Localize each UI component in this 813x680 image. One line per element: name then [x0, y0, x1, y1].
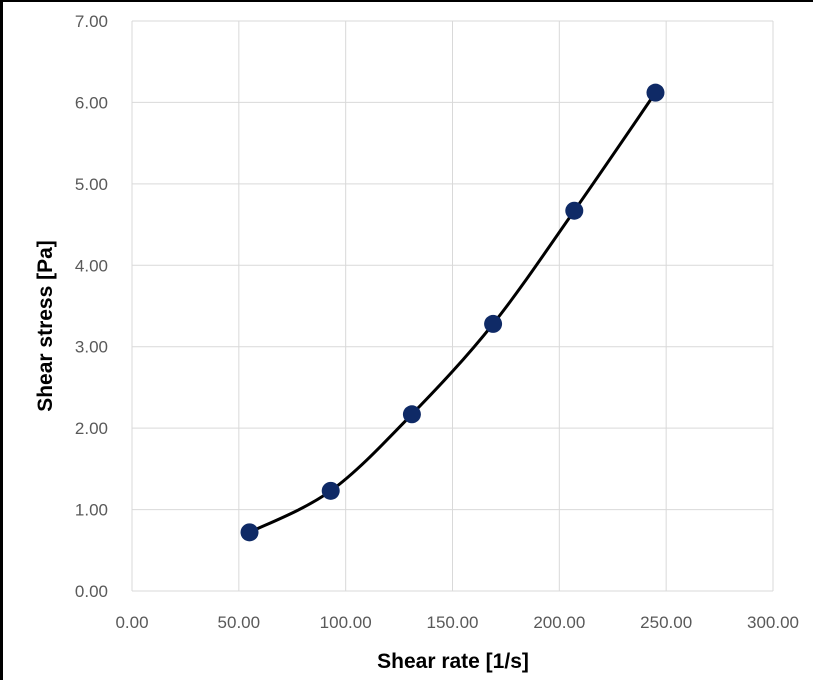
y-tick-label: 1.00 — [75, 501, 108, 520]
x-tick-label: 250.00 — [640, 613, 692, 632]
data-point — [321, 481, 340, 500]
y-tick-label: 7.00 — [75, 12, 108, 31]
y-tick-label: 2.00 — [75, 419, 108, 438]
data-point — [565, 201, 584, 220]
y-tick-label: 6.00 — [75, 93, 108, 112]
x-tick-label: 50.00 — [218, 613, 261, 632]
data-point — [240, 523, 259, 542]
y-axis-title: Shear stress [Pa] — [34, 240, 57, 412]
x-tick-label: 150.00 — [427, 613, 479, 632]
data-point — [402, 405, 421, 424]
x-tick-labels: 0.00 50.00 100.00 150.00 200.00 250.00 300.00 — [115, 613, 799, 632]
y-tick-label: 0.00 — [75, 582, 108, 601]
data-point — [646, 83, 665, 102]
x-axis-title: Shear rate [1/s] — [377, 650, 529, 673]
x-tick-label: 0.00 — [115, 613, 148, 632]
y-tick-label: 4.00 — [75, 256, 108, 275]
x-tick-label: 100.00 — [320, 613, 372, 632]
data-point — [484, 314, 503, 333]
grid — [131, 20, 774, 592]
x-tick-label: 200.00 — [533, 613, 585, 632]
data-points — [240, 83, 665, 542]
y-tick-label: 3.00 — [75, 338, 108, 357]
y-tick-label: 5.00 — [75, 175, 108, 194]
x-tick-label: 300.00 — [747, 613, 799, 632]
y-tick-labels: 0.00 1.00 2.00 3.00 4.00 5.00 6.00 7.00 — [75, 12, 108, 601]
